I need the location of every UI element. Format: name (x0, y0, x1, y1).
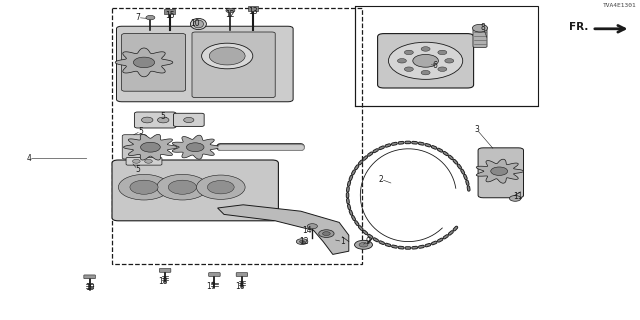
Text: 13: 13 (248, 7, 258, 16)
Circle shape (472, 24, 488, 32)
Circle shape (388, 42, 463, 79)
FancyBboxPatch shape (112, 160, 278, 221)
Circle shape (130, 180, 158, 194)
FancyBboxPatch shape (209, 273, 220, 276)
Text: 15: 15 (164, 12, 175, 20)
FancyBboxPatch shape (378, 34, 474, 88)
Circle shape (132, 159, 140, 163)
Circle shape (168, 180, 196, 194)
Text: 12: 12 (300, 237, 308, 246)
FancyBboxPatch shape (478, 148, 524, 198)
Circle shape (323, 232, 330, 236)
FancyBboxPatch shape (473, 29, 487, 47)
Text: 2: 2 (378, 175, 383, 184)
Text: 12: 12 (226, 10, 235, 19)
Circle shape (491, 167, 508, 175)
Circle shape (307, 224, 317, 229)
Circle shape (413, 54, 438, 67)
Text: 18: 18 (159, 277, 168, 286)
Text: 7: 7 (135, 13, 140, 22)
Ellipse shape (191, 18, 206, 30)
FancyBboxPatch shape (122, 135, 147, 159)
Bar (112, 8, 362, 264)
Text: FR.: FR. (570, 22, 589, 32)
FancyBboxPatch shape (134, 112, 176, 128)
Text: 3: 3 (474, 125, 479, 134)
Circle shape (134, 57, 155, 68)
Text: 1: 1 (340, 237, 345, 246)
FancyBboxPatch shape (173, 113, 204, 126)
Circle shape (157, 117, 169, 123)
Text: 6: 6 (433, 61, 438, 70)
FancyBboxPatch shape (116, 26, 293, 102)
Circle shape (421, 47, 430, 51)
Circle shape (438, 67, 447, 71)
FancyBboxPatch shape (248, 6, 258, 11)
FancyBboxPatch shape (164, 9, 175, 14)
Text: 4: 4 (26, 154, 31, 163)
FancyBboxPatch shape (84, 275, 95, 279)
Circle shape (319, 230, 334, 237)
Circle shape (145, 159, 152, 163)
Polygon shape (172, 135, 220, 159)
Circle shape (146, 15, 155, 20)
Circle shape (404, 50, 413, 55)
FancyBboxPatch shape (122, 34, 186, 91)
Text: 11: 11 (514, 192, 523, 201)
Circle shape (141, 142, 160, 152)
Ellipse shape (193, 20, 204, 28)
Circle shape (438, 50, 447, 55)
Circle shape (359, 243, 368, 247)
Text: TVA4E1301: TVA4E1301 (603, 3, 637, 8)
Circle shape (207, 180, 234, 194)
Text: 14: 14 (302, 226, 312, 235)
Polygon shape (476, 159, 524, 183)
Text: 8: 8 (481, 23, 486, 32)
FancyBboxPatch shape (126, 157, 162, 165)
Circle shape (118, 174, 170, 200)
FancyBboxPatch shape (159, 268, 171, 272)
Circle shape (397, 59, 406, 63)
Text: 5: 5 (135, 165, 140, 174)
Text: 5: 5 (161, 112, 166, 121)
Bar (355, 6, 538, 106)
Polygon shape (218, 205, 349, 254)
Circle shape (355, 240, 372, 249)
Circle shape (421, 70, 430, 75)
Text: 10: 10 (190, 20, 200, 28)
Text: 9: 9 (365, 237, 371, 246)
FancyBboxPatch shape (236, 273, 248, 276)
Polygon shape (124, 134, 177, 160)
Polygon shape (115, 48, 173, 77)
Text: 17: 17 (206, 282, 216, 291)
Circle shape (202, 43, 253, 69)
Circle shape (141, 117, 153, 123)
Circle shape (404, 67, 413, 71)
Circle shape (196, 175, 245, 199)
Text: 16: 16 (235, 282, 245, 291)
Circle shape (186, 143, 204, 152)
FancyBboxPatch shape (192, 32, 275, 98)
Circle shape (300, 240, 305, 243)
Circle shape (209, 47, 245, 65)
Circle shape (157, 174, 208, 200)
Text: 19: 19 (84, 284, 95, 292)
Circle shape (296, 239, 308, 244)
Circle shape (226, 8, 235, 13)
Text: 5: 5 (138, 127, 143, 136)
Circle shape (445, 59, 454, 63)
Circle shape (184, 117, 194, 123)
Circle shape (509, 196, 521, 201)
